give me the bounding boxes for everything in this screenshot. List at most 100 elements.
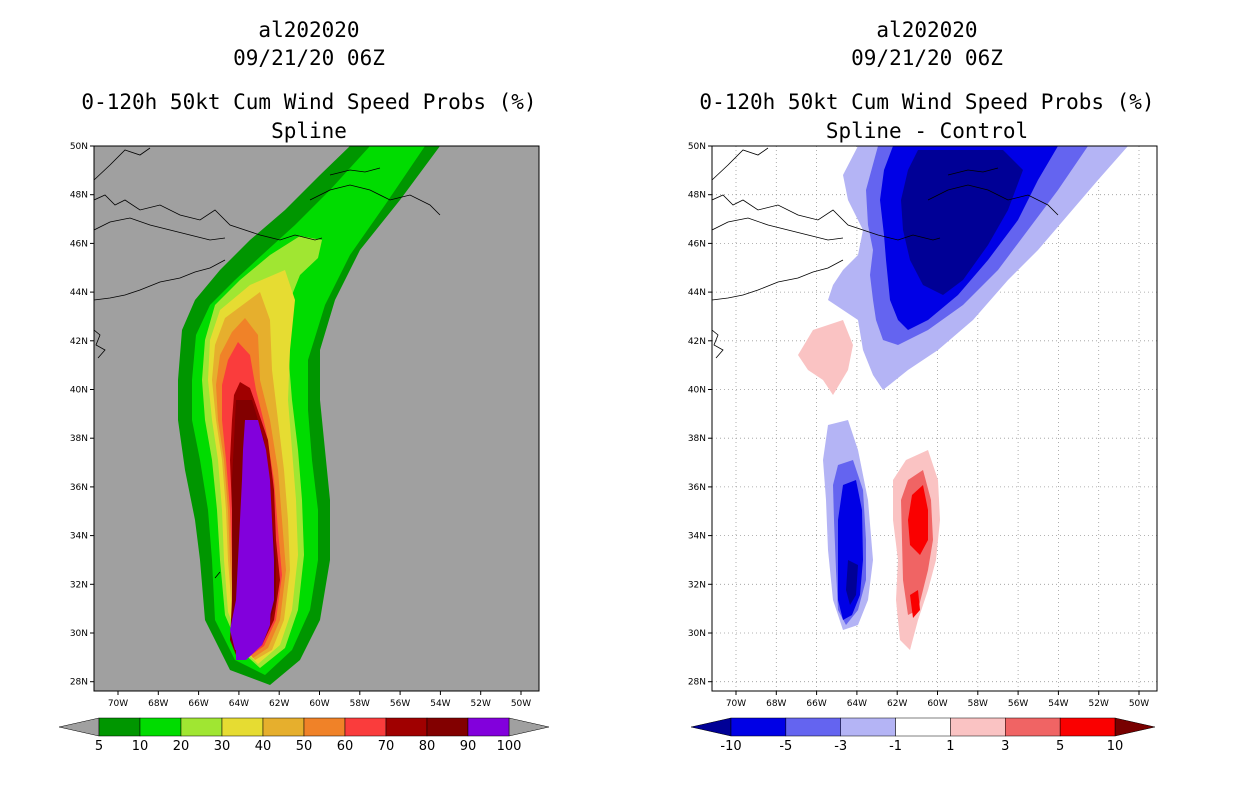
lat-label: 42N xyxy=(688,337,706,347)
lon-label: 54W xyxy=(1048,699,1068,709)
lat-label: 50N xyxy=(688,142,706,152)
plot-title: 0-120h 50kt Cum Wind Speed Probs (%) xyxy=(699,90,1155,114)
lat-label: 48N xyxy=(70,191,88,201)
right-map-svg: 50N 48N 46N 44N 42N 40N 38N 36N 34N 32N 30N 28N 70W… xyxy=(688,142,1158,754)
plot-title: 0-120h 50kt Cum Wind Speed Probs (%) xyxy=(81,90,537,114)
lat-label: 42N xyxy=(70,337,88,347)
colorbar-label: 20 xyxy=(173,739,190,754)
lat-label: 44N xyxy=(70,288,88,298)
lon-label: 58W xyxy=(350,699,370,709)
lon-label: 62W xyxy=(887,699,907,709)
colorbar-swatch xyxy=(785,717,841,737)
lon-label: 50W xyxy=(511,699,531,709)
diff-contour-neg-10 xyxy=(901,150,1023,295)
lat-label: 50N xyxy=(70,142,88,152)
colorbar-swatch xyxy=(950,717,1006,737)
lat-label: 46N xyxy=(70,239,88,249)
gridlines xyxy=(712,146,1157,691)
lat-label: 36N xyxy=(70,483,88,493)
colorbar-swatch xyxy=(730,717,787,737)
plot-subtitle: Spline xyxy=(271,119,347,143)
colorbar: 5 10 20 30 40 50 60 70 80 90 100 xyxy=(58,717,550,754)
colorbar-label: 5 xyxy=(95,739,103,754)
lon-label: 50W xyxy=(1129,699,1149,709)
lon-label: 66W xyxy=(188,699,208,709)
colorbar-label: 40 xyxy=(255,739,272,754)
storm-id: al202020 xyxy=(258,18,360,42)
map-frame xyxy=(93,145,540,692)
diff-contour-pos-1 xyxy=(798,320,853,395)
lon-label: 68W xyxy=(766,699,786,709)
datetime: 09/21/20 06Z xyxy=(851,46,1003,70)
lat-label: 30N xyxy=(688,629,706,639)
colorbar-swatch xyxy=(1005,717,1061,737)
colorbar-label: 30 xyxy=(214,739,231,754)
colorbar-label: 1 xyxy=(946,739,954,754)
colorbar-label: 60 xyxy=(337,739,354,754)
coastline xyxy=(712,147,1059,359)
colorbar-label: -5 xyxy=(779,739,792,754)
lat-label: 38N xyxy=(70,434,88,444)
colorbar-swatch xyxy=(221,717,264,737)
colorbar-label: -10 xyxy=(720,739,741,754)
lat-label: 40N xyxy=(688,386,706,396)
prob-contour-100 xyxy=(236,430,272,660)
colorbar-label: 90 xyxy=(460,739,477,754)
lon-ticks: 70W 68W 66W 64W 62W 60W 58W 56W 54W 52W 50W xyxy=(726,691,1149,709)
lon-label: 66W xyxy=(806,699,826,709)
diff-contour-neg-10b xyxy=(846,560,858,605)
lat-label: 40N xyxy=(70,386,88,396)
lon-label: 56W xyxy=(1008,699,1028,709)
lat-label: 44N xyxy=(688,288,706,298)
colorbar-label: -1 xyxy=(889,739,902,754)
diff-contour-neg-5b xyxy=(838,480,863,620)
lon-label: 52W xyxy=(1089,699,1109,709)
colorbar-swatch xyxy=(139,717,182,737)
lon-label: 64W xyxy=(229,699,249,709)
colorbar-label: 50 xyxy=(296,739,313,754)
colorbar-label: 3 xyxy=(1001,739,1009,754)
colorbar-label: 70 xyxy=(378,739,395,754)
colorbar-swatch xyxy=(262,717,305,737)
lon-label: 70W xyxy=(726,699,746,709)
storm-id: al202020 xyxy=(876,18,978,42)
diff-contour-pos-5b xyxy=(908,485,928,618)
map-frame xyxy=(711,145,1158,692)
colorbar-swatch xyxy=(467,717,510,737)
colorbar-label: 5 xyxy=(1056,739,1064,754)
lon-label: 70W xyxy=(108,699,128,709)
colorbar-swatch xyxy=(840,717,896,737)
colorbar-swatch xyxy=(426,717,469,737)
colorbar-label: 10 xyxy=(1107,739,1124,754)
right-panel: al202020 09/21/20 06Z 0-120h 50kt Cum Wi… xyxy=(618,0,1236,800)
colorbar-swatch xyxy=(98,717,141,737)
colorbar-swatch xyxy=(895,717,951,737)
colorbar-label: 10 xyxy=(132,739,149,754)
colorbar-swatch xyxy=(180,717,223,737)
lat-label: 38N xyxy=(688,434,706,444)
lon-label: 64W xyxy=(847,699,867,709)
lat-label: 28N xyxy=(688,678,706,688)
colorbar: -10 -5 -3 -1 1 3 5 10 xyxy=(690,717,1156,754)
coastline xyxy=(94,147,441,579)
left-panel: al202020 09/21/20 06Z 0-120h 50kt Cum Wi… xyxy=(58,18,550,754)
lat-ticks: 50N 48N 46N 44N 42N 40N 38N 36N 34N 32N 30N 28N xyxy=(688,142,712,688)
lat-label: 46N xyxy=(688,239,706,249)
colorbar-over-triangle xyxy=(508,717,550,737)
colorbar-label: 100 xyxy=(497,739,522,754)
lon-label: 54W xyxy=(430,699,450,709)
colorbar-under-triangle xyxy=(690,717,732,737)
colorbar-swatch xyxy=(344,717,387,737)
lat-label: 32N xyxy=(688,580,706,590)
lat-label: 28N xyxy=(70,678,88,688)
colorbar-swatch xyxy=(385,717,428,737)
lon-label: 60W xyxy=(927,699,947,709)
lon-label: 58W xyxy=(968,699,988,709)
datetime: 09/21/20 06Z xyxy=(233,46,385,70)
lat-label: 34N xyxy=(688,532,706,542)
colorbar-swatch xyxy=(1059,717,1116,737)
lon-label: 52W xyxy=(471,699,491,709)
lat-label: 32N xyxy=(70,580,88,590)
left-map-svg: 50N 48N 46N 44N 42N 40N 38N 36N 34N 32N 30N 28N 70W… xyxy=(58,142,550,754)
lat-label: 30N xyxy=(70,629,88,639)
